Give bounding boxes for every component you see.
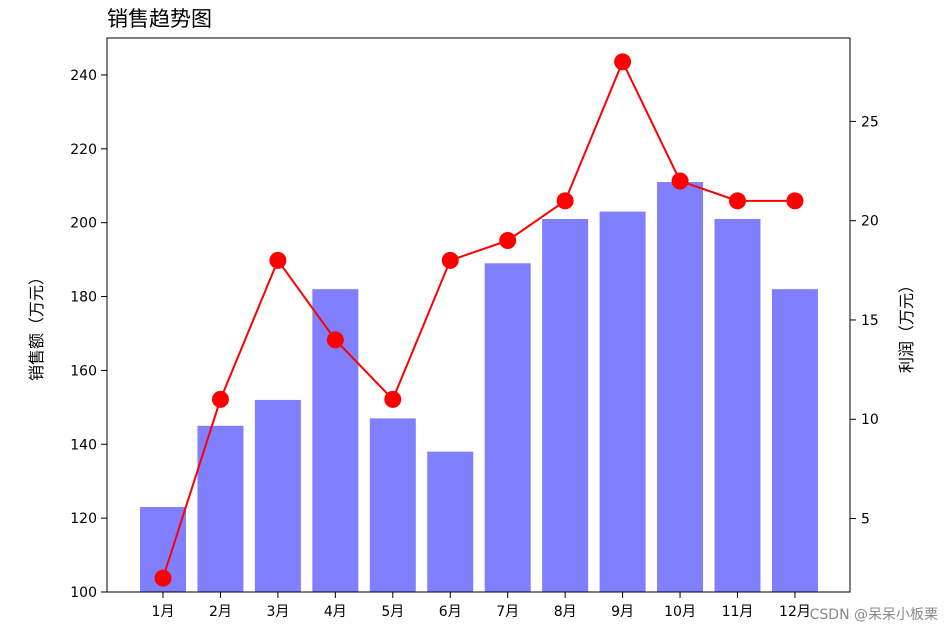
x-tick-label: 5月 — [381, 604, 404, 620]
profit-point-9 — [614, 53, 632, 71]
watermark: CSDN @呆呆小板栗 — [810, 607, 938, 623]
y-tick-label: 160 — [70, 363, 97, 379]
bar-12 — [771, 289, 818, 592]
y-tick-label: 220 — [70, 142, 97, 158]
y2-axis-label: 利润（万元） — [897, 277, 916, 373]
bar-8 — [542, 218, 589, 592]
y-tick-label: 200 — [70, 216, 97, 232]
y2-tick-label: 10 — [861, 412, 879, 428]
y-tick-label: 140 — [70, 437, 97, 453]
profit-point-6 — [441, 251, 459, 269]
y-tick-label: 100 — [70, 585, 97, 601]
bar-series — [140, 182, 818, 593]
bar-11 — [714, 218, 761, 592]
profit-line — [162, 59, 795, 579]
profit-point-3 — [269, 251, 287, 269]
y-axis-label: 销售额（万元） — [27, 269, 46, 381]
bar-9 — [599, 211, 646, 592]
bar-5 — [369, 418, 416, 592]
right-axis-ticks: 5 10 15 20 25 — [850, 114, 879, 528]
chart-title: 销售趋势图 — [107, 7, 212, 31]
x-tick-label: 9月 — [611, 604, 634, 620]
x-tick-label: 10月 — [664, 604, 696, 620]
bar-10 — [657, 182, 704, 593]
x-axis-ticks: 1月 2月 3月 4月 5月 6月 7月 8月 9月 10月 11月 12月 — [152, 592, 811, 620]
y-tick-label: 120 — [70, 511, 97, 527]
y2-tick-label: 15 — [861, 313, 879, 329]
bar-2 — [197, 425, 244, 592]
profit-point-10 — [671, 172, 689, 190]
profit-point-2 — [211, 390, 229, 408]
x-tick-label: 6月 — [439, 604, 462, 620]
y2-tick-label: 25 — [861, 114, 879, 130]
x-tick-label: 11月 — [722, 604, 754, 620]
line-series — [154, 53, 804, 587]
x-tick-label: 8月 — [554, 604, 577, 620]
profit-point-1 — [154, 569, 172, 587]
y-tick-label: 180 — [70, 290, 97, 306]
bar-7 — [484, 263, 531, 592]
y-tick-label: 240 — [70, 68, 97, 84]
profit-point-5 — [384, 390, 402, 408]
bar-6 — [427, 451, 474, 592]
profit-point-11 — [729, 192, 746, 210]
x-tick-label: 7月 — [496, 604, 519, 620]
left-axis-ticks: 100 120 140 160 180 200 220 240 — [70, 68, 107, 601]
y2-tick-label: 20 — [861, 214, 879, 230]
x-tick-label: 12月 — [779, 604, 811, 620]
bar-3 — [254, 399, 301, 592]
profit-point-4 — [326, 331, 344, 349]
profit-point-7 — [499, 232, 517, 250]
x-tick-label: 4月 — [324, 604, 347, 620]
x-tick-label: 2月 — [209, 604, 232, 620]
profit-point-12 — [786, 192, 804, 210]
y2-tick-label: 5 — [861, 512, 870, 528]
x-tick-label: 1月 — [152, 604, 175, 620]
profit-point-8 — [556, 192, 574, 210]
x-tick-label: 3月 — [266, 604, 289, 620]
plot-frame — [106, 37, 851, 593]
